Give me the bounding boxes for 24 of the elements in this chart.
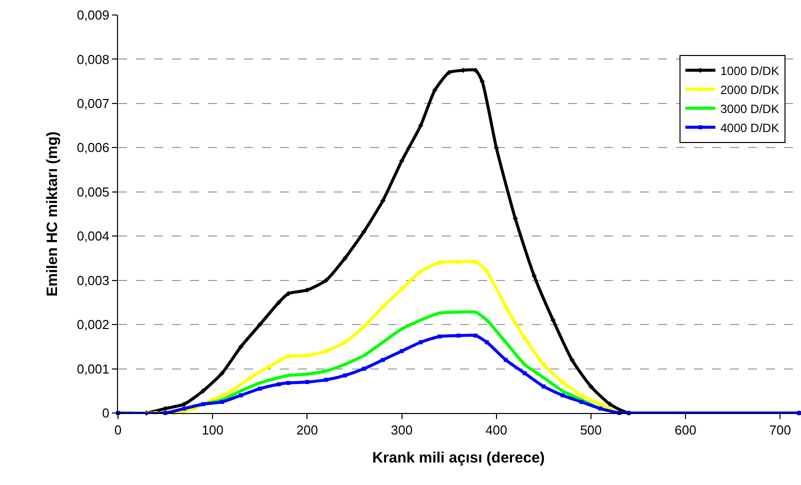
x-tick-label: 100 xyxy=(202,422,224,438)
y-tick-label: 0 xyxy=(102,406,110,421)
y-tick-label: 0,003 xyxy=(76,272,110,288)
y-tick-label: 0,005 xyxy=(76,184,110,200)
legend-label: 3000 D/DK xyxy=(720,102,780,116)
x-tick-label: 400 xyxy=(485,422,508,438)
y-tick-label: 0,009 xyxy=(76,8,110,23)
x-axis-title: Krank mili açısı (derece) xyxy=(372,450,545,467)
y-tick-label: 0,002 xyxy=(76,317,110,332)
legend-label: 4000 D/DK xyxy=(720,120,780,135)
y-tick-label: 0,006 xyxy=(76,140,110,156)
y-tick-label: 0,004 xyxy=(76,228,110,244)
x-tick-label: 200 xyxy=(296,422,318,438)
y-tick-label: 0,008 xyxy=(76,52,110,67)
legend-label: 1000 D/DK xyxy=(720,64,780,78)
x-tick-label: 500 xyxy=(580,422,602,438)
y-tick-label: 0,007 xyxy=(76,96,110,111)
y-axis-title: Emilen HC miktarı (mg) xyxy=(44,131,62,297)
x-tick-label: 600 xyxy=(674,422,696,438)
y-tick-label: 0,001 xyxy=(76,361,110,376)
legend-label: 2000 D/DK xyxy=(720,82,780,97)
x-tick-label: 300 xyxy=(390,422,413,438)
x-tick-label: 700 xyxy=(769,422,791,438)
x-tick-label: 0 xyxy=(114,422,122,438)
